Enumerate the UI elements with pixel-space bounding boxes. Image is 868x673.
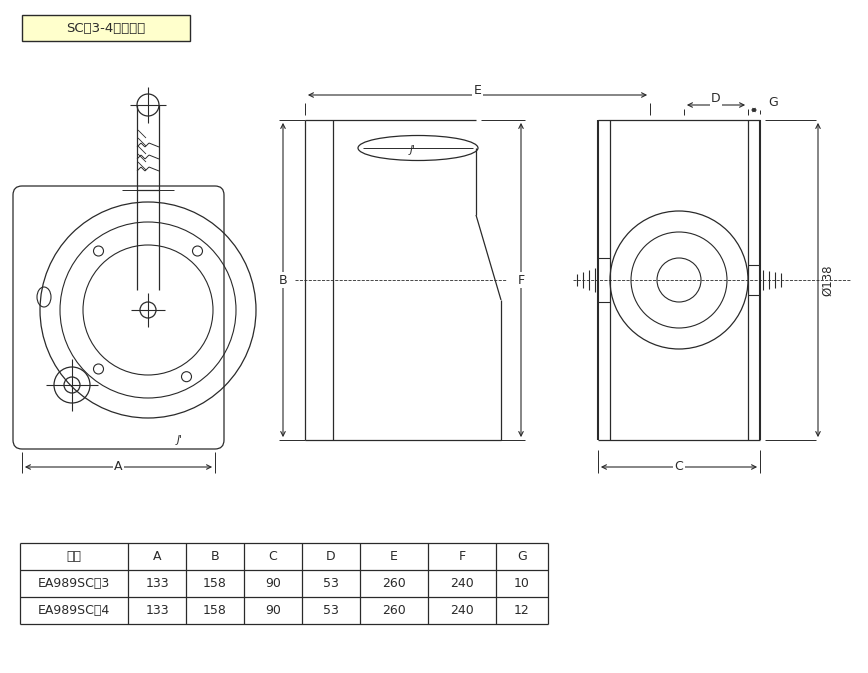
Text: C: C [268,550,278,563]
Text: 158: 158 [203,604,227,617]
Text: J': J' [410,145,416,155]
Text: 12: 12 [514,604,529,617]
Text: J': J' [177,435,183,445]
Text: E: E [474,83,482,96]
Text: E: E [390,550,398,563]
Text: 158: 158 [203,577,227,590]
Text: B: B [279,273,287,287]
Text: F: F [517,273,524,287]
Text: 240: 240 [450,577,474,590]
Text: 90: 90 [265,577,281,590]
Text: 53: 53 [323,604,339,617]
Text: 品番: 品番 [67,550,82,563]
Text: G: G [517,550,527,563]
Text: 240: 240 [450,604,474,617]
Text: Ø138: Ø138 [821,264,834,295]
FancyBboxPatch shape [22,15,190,41]
Text: 53: 53 [323,577,339,590]
Text: 10: 10 [514,577,530,590]
Text: 90: 90 [265,604,281,617]
Text: 133: 133 [145,604,168,617]
Text: 260: 260 [382,577,406,590]
Text: EA989SC－3: EA989SC－3 [38,577,110,590]
Text: C: C [674,460,683,474]
Text: D: D [326,550,336,563]
Text: EA989SC－4: EA989SC－4 [38,604,110,617]
Text: F: F [458,550,465,563]
Text: B: B [211,550,220,563]
Text: D: D [711,92,720,106]
Text: SC－3-4　詳細図: SC－3-4 詳細図 [66,22,146,34]
Text: G: G [768,96,778,108]
Text: A: A [115,460,122,474]
Text: 133: 133 [145,577,168,590]
Text: 260: 260 [382,604,406,617]
Text: A: A [153,550,161,563]
